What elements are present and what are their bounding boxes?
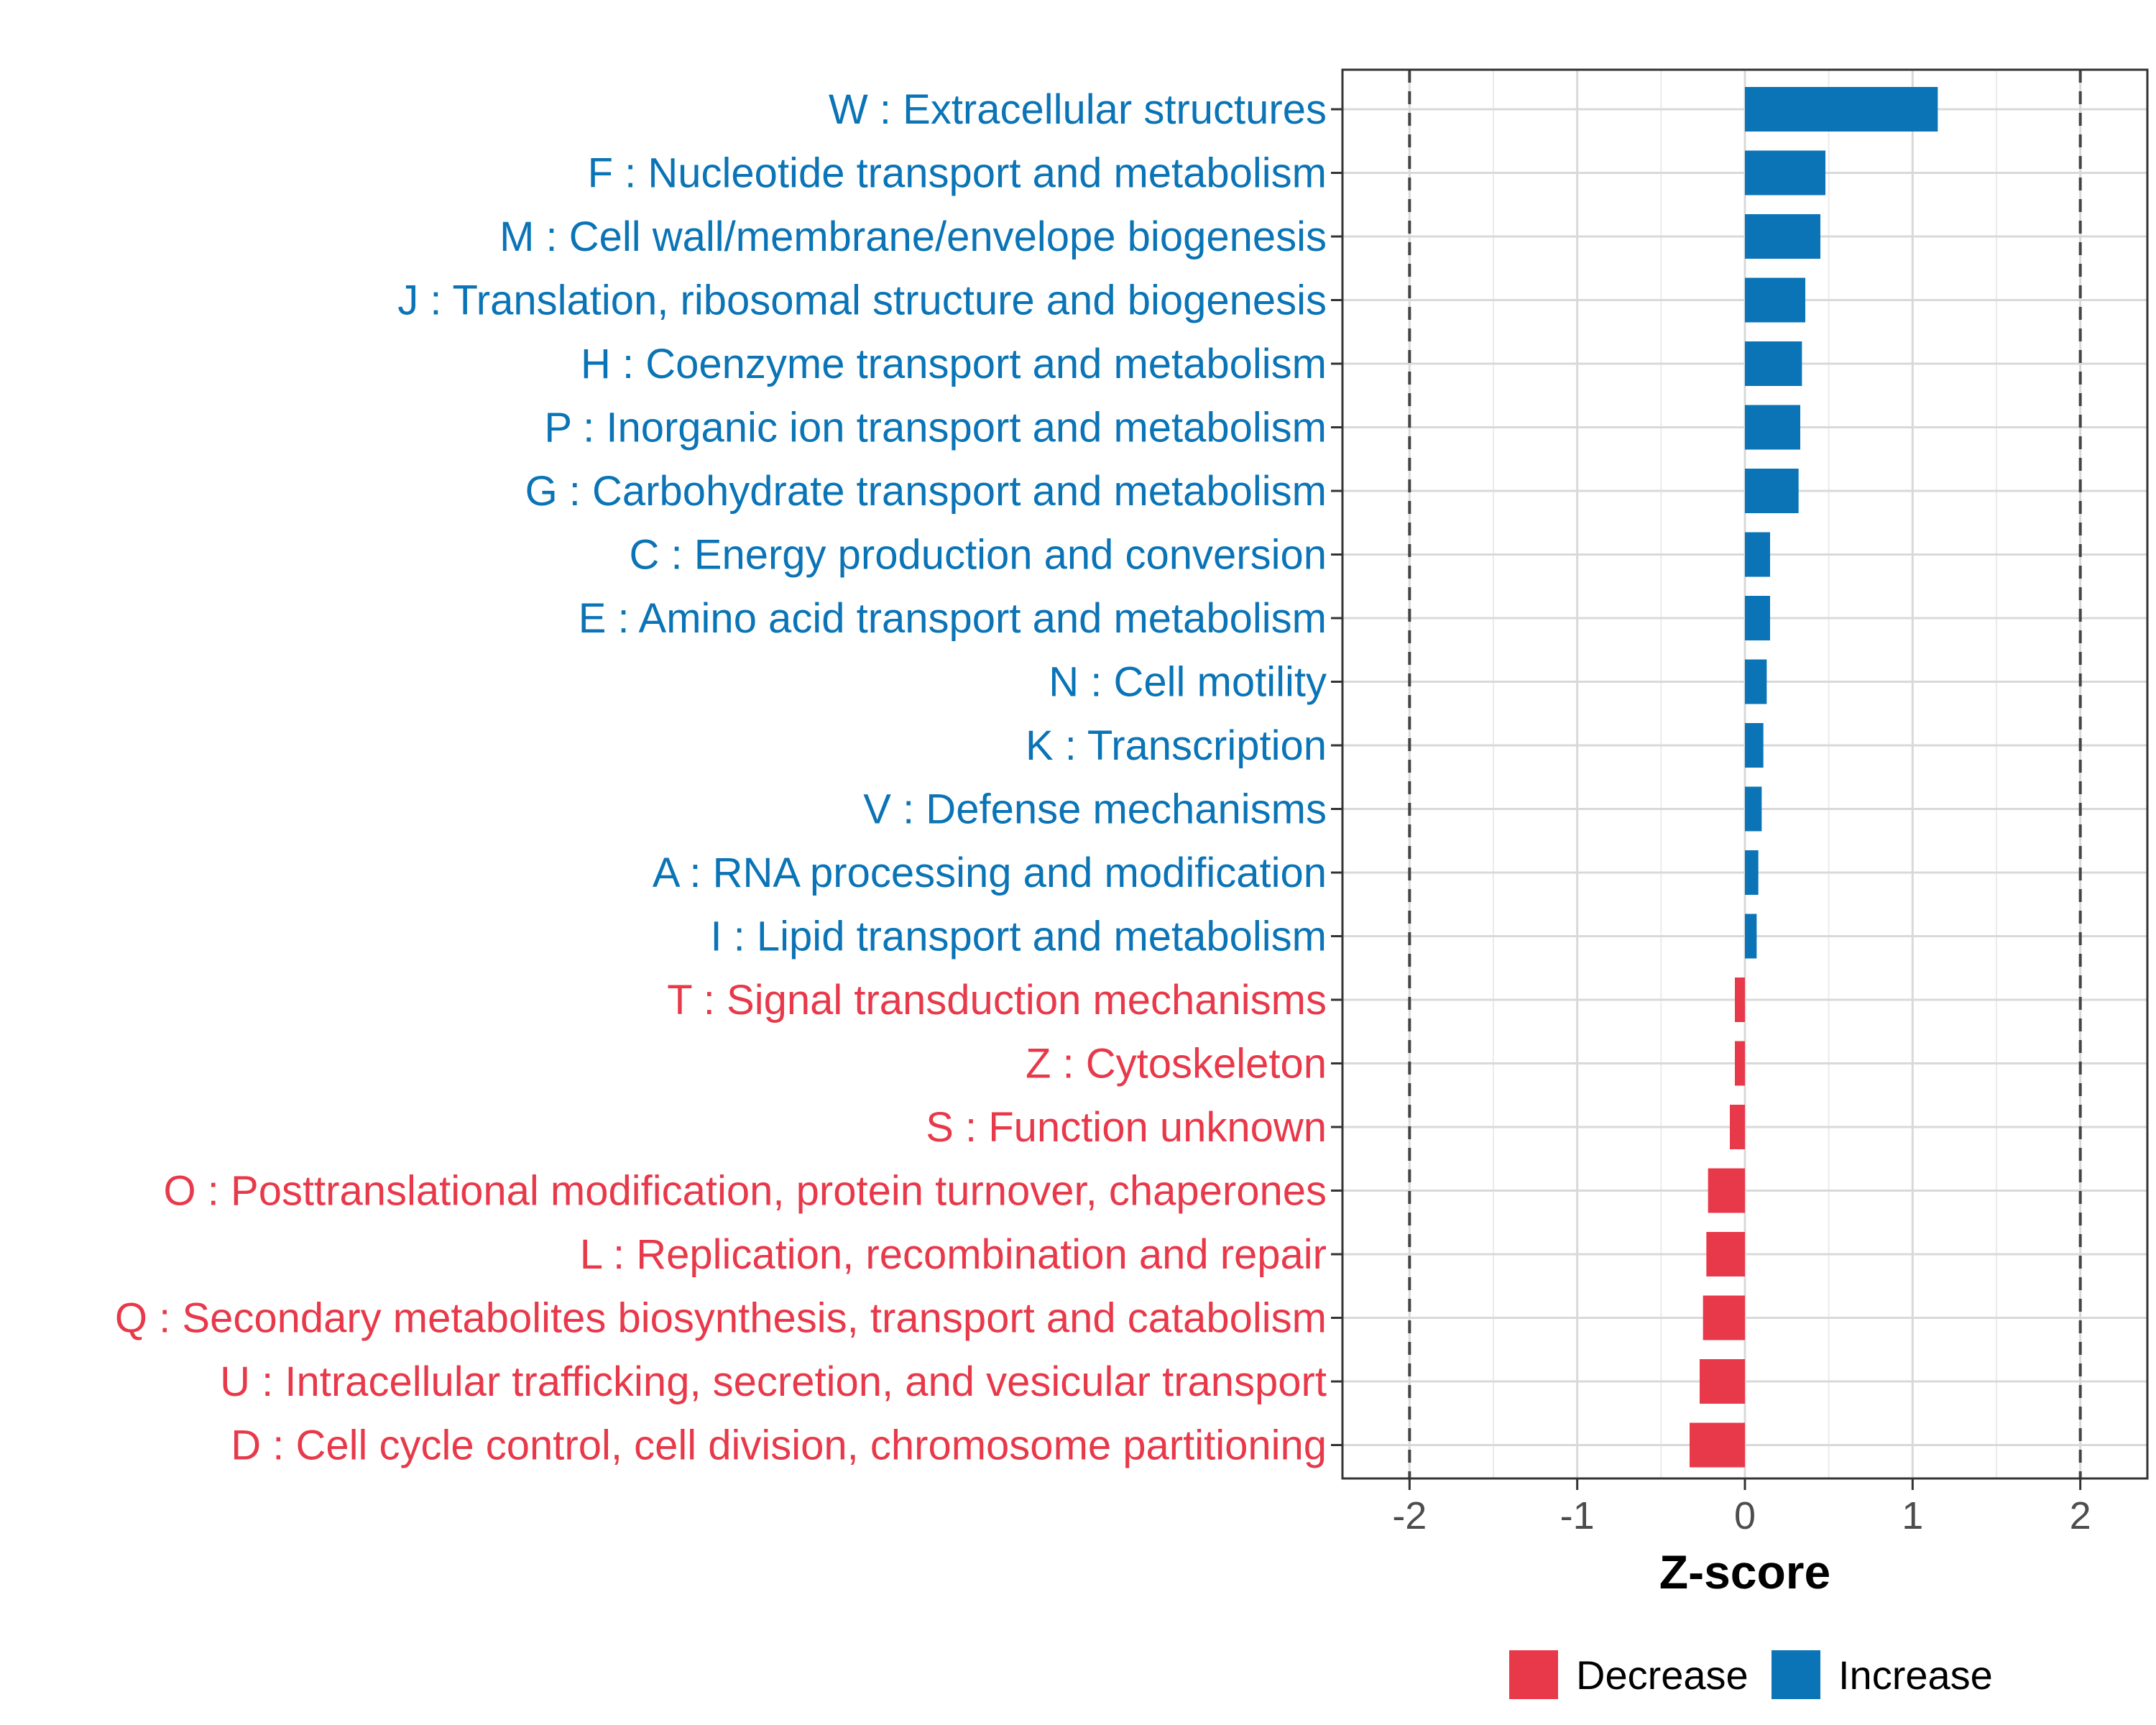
reference-lines [1408, 70, 2082, 1478]
y-tick-label: W : Extracellular structures [829, 86, 1327, 133]
x-tick-label: -1 [1560, 1494, 1595, 1537]
legend-label-increase: Increase [1838, 1652, 1993, 1698]
legend-swatch-decrease [1509, 1650, 1558, 1699]
y-tick-label: T : Signal transduction mechanisms [667, 977, 1327, 1024]
y-tick-label: L : Replication, recombination and repai… [580, 1231, 1327, 1278]
y-tick-label: S : Function unknown [926, 1104, 1327, 1151]
y-tick-label: Q : Secondary metabolites biosynthesis, … [115, 1295, 1327, 1342]
x-tick-label: 2 [2070, 1494, 2091, 1537]
bar [1745, 532, 1770, 577]
bar [1745, 786, 1762, 832]
bar [1703, 1295, 1745, 1340]
legend-swatch-increase [1772, 1650, 1820, 1699]
bar [1745, 850, 1759, 895]
y-tick-label: F : Nucleotide transport and metabolism [588, 150, 1327, 197]
y-tick-label: J : Translation, ribosomal structure and… [397, 277, 1327, 324]
x-tick-label: 0 [1734, 1494, 1756, 1537]
y-axis-labels: W : Extracellular structures F : Nucleoti… [115, 86, 1327, 1469]
y-tick-label: P : Inorganic ion transport and metaboli… [544, 405, 1327, 451]
y-tick-label: K : Transcription [1026, 722, 1327, 769]
bar [1745, 341, 1802, 386]
bar [1745, 914, 1757, 959]
y-tick-label: A : RNA processing and modification [653, 850, 1327, 896]
bar [1745, 596, 1770, 640]
y-tick-label: C : Energy production and conversion [630, 532, 1327, 579]
x-axis-title: Z-score [1659, 1545, 1830, 1598]
bar [1708, 1168, 1745, 1213]
bar [1700, 1359, 1745, 1404]
y-tick-label: E : Amino acid transport and metabolism [579, 595, 1327, 642]
bar [1745, 87, 1938, 132]
legend: Decrease Increase [1509, 1650, 1993, 1699]
x-axis-ticks: -2 -1 0 1 2 [1392, 1478, 2091, 1537]
y-tick-label: I : Lipid transport and metabolism [710, 914, 1327, 960]
y-tick-label: Z : Cytoskeleton [1026, 1041, 1327, 1087]
y-tick-label: G : Carbohydrate transport and metabolis… [525, 468, 1327, 515]
x-tick-label: -2 [1392, 1494, 1427, 1537]
x-tick-label: 1 [1902, 1494, 1923, 1537]
bar [1735, 1041, 1745, 1086]
y-tick-label: D : Cell cycle control, cell division, c… [231, 1422, 1327, 1469]
bar [1745, 214, 1820, 259]
bars [1690, 87, 1938, 1468]
y-tick-label: V : Defense mechanisms [863, 786, 1327, 833]
y-tick-label: M : Cell wall/membrane/envelope biogenes… [499, 213, 1327, 260]
bar [1745, 150, 1825, 196]
bar [1745, 659, 1767, 704]
y-tick-label: N : Cell motility [1049, 659, 1327, 706]
bar [1690, 1422, 1745, 1468]
bar [1745, 277, 1805, 323]
y-tick-label: O : Posttranslational modification, prot… [164, 1168, 1327, 1215]
bar [1730, 1105, 1745, 1149]
bar [1745, 469, 1799, 513]
y-tick-label: H : Coenzyme transport and metabolism [581, 341, 1327, 387]
y-axis-ticks [1331, 108, 1342, 1446]
y-tick-label: U : Intracellular trafficking, secretion… [220, 1358, 1327, 1405]
legend-label-decrease: Decrease [1576, 1652, 1749, 1698]
bar [1735, 978, 1745, 1022]
bar [1745, 405, 1800, 450]
bar [1706, 1232, 1745, 1276]
bar [1745, 723, 1764, 768]
